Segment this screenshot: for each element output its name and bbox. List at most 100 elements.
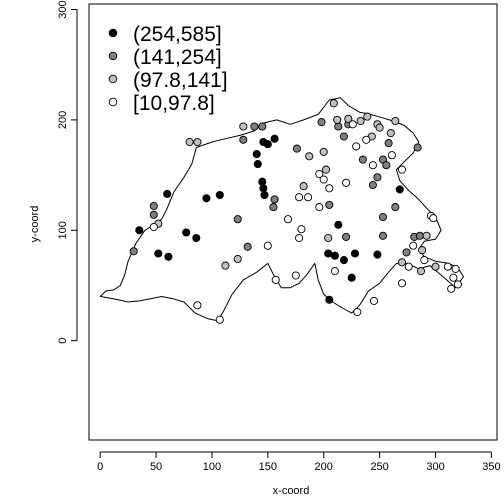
legend-label: [10,97.8]: [133, 92, 215, 115]
data-point-series-4: [420, 256, 429, 265]
data-point-series-1: [164, 252, 173, 261]
data-point-series-4: [443, 262, 452, 271]
data-point-series-2: [269, 203, 278, 212]
data-point-series-2: [382, 161, 391, 170]
data-point-series-4: [449, 273, 458, 282]
data-point-series-4: [193, 301, 202, 310]
y-axis-label: y-coord: [29, 206, 41, 243]
data-point-series-4: [352, 142, 361, 151]
data-point-series-1: [324, 249, 333, 258]
data-point-series-1: [163, 189, 172, 198]
data-point-series-3: [319, 147, 328, 156]
y-tick-label: 0: [57, 338, 69, 344]
data-point-series-3: [333, 115, 342, 124]
data-point-series-1: [252, 150, 261, 159]
data-point-series-2: [325, 200, 334, 209]
data-point-series-4: [397, 165, 407, 174]
legend-label: (141,254]: [133, 46, 222, 69]
legend-label: (97.8,141]: [133, 69, 228, 92]
data-point-series-2: [239, 135, 248, 144]
x-tick-label: 150: [259, 461, 277, 473]
data-point-series-3: [239, 122, 248, 131]
data-point-series-4: [304, 193, 313, 202]
data-point-series-4: [387, 151, 396, 160]
data-point-series-1: [347, 273, 356, 282]
data-point-series-4: [295, 193, 304, 202]
y-tick-label: 100: [57, 221, 69, 239]
x-tick-label: 100: [203, 461, 221, 473]
x-tick-label: 250: [370, 461, 388, 473]
data-point-series-3: [397, 258, 407, 267]
data-point-series-3: [422, 231, 431, 240]
x-tick-label: 300: [426, 461, 444, 473]
data-point-series-4: [368, 161, 377, 170]
data-point-series-1: [258, 177, 267, 186]
data-point-series-4: [404, 262, 413, 271]
data-point-series-4: [353, 307, 362, 317]
data-point-series-1: [154, 249, 163, 258]
data-point-series-3: [356, 116, 365, 126]
data-point-series-3: [321, 165, 331, 174]
data-point-series-2: [149, 210, 158, 219]
legend-marker: [108, 74, 118, 84]
data-point-series-2: [233, 215, 242, 224]
data-point-series-4: [315, 203, 324, 212]
data-point-series-2: [334, 122, 343, 131]
y-tick-label: 200: [57, 111, 69, 129]
data-point-series-2: [391, 203, 400, 212]
data-point-series-4: [149, 222, 158, 232]
data-point-series-3: [363, 112, 372, 121]
data-point-series-2: [378, 212, 388, 222]
data-point-series-2: [250, 122, 259, 131]
data-point-series-2: [342, 232, 351, 241]
data-point-series-4: [283, 215, 293, 224]
data-point-series-4: [295, 233, 304, 243]
data-point-series-3: [193, 137, 202, 147]
x-tick-label: 0: [97, 461, 103, 473]
x-tick-label: 200: [315, 461, 333, 473]
data-point-series-1: [325, 295, 334, 304]
plot-frame: [88, 3, 498, 441]
data-point-series-1: [395, 185, 404, 194]
data-point-series-4: [315, 169, 324, 179]
data-point-series-4: [325, 184, 334, 193]
data-point-series-1: [135, 226, 144, 235]
data-point-series-1: [263, 140, 272, 149]
data-point-series-1: [330, 251, 339, 260]
data-point-series-1: [270, 134, 279, 143]
data-point-series-3: [375, 123, 384, 132]
data-point-series-4: [447, 284, 456, 293]
data-point-series-4: [263, 241, 272, 250]
data-point-series-4: [215, 315, 224, 324]
data-point-series-2: [368, 180, 377, 190]
data-point-series-1: [259, 184, 268, 193]
data-point-series-3: [329, 99, 338, 108]
data-point-series-2: [243, 242, 252, 251]
data-point-series-3: [418, 246, 427, 255]
data-point-series-4: [362, 135, 371, 144]
data-point-series-2: [270, 195, 279, 204]
data-point-series-2: [317, 118, 326, 127]
data-point-series-2: [292, 144, 301, 153]
data-point-series-1: [202, 194, 211, 203]
data-point-series-1: [215, 190, 224, 200]
data-point-series-4: [369, 296, 379, 305]
data-point-series-3: [299, 182, 308, 191]
data-point-series-4: [342, 178, 351, 187]
data-point-series-2: [339, 132, 348, 141]
data-point-series-2: [415, 231, 424, 240]
data-point-series-3: [305, 152, 314, 161]
data-point-series-4: [348, 120, 357, 129]
data-point-series-3: [431, 262, 440, 271]
data-point-series-2: [378, 231, 388, 240]
data-point-series-1: [260, 190, 269, 200]
data-point-series-4: [409, 241, 418, 250]
data-point-series-2: [129, 247, 138, 256]
y-tick-label: 300: [57, 0, 69, 18]
legend: (254,585](141,254](97.8,141][10,97.8]: [108, 23, 228, 115]
data-point-series-3: [233, 254, 242, 264]
x-axis: 0 50 100 150 200 250 300 350: [97, 451, 501, 473]
data-point-series-3: [386, 129, 395, 138]
data-point-series-1: [350, 249, 360, 258]
data-point-series-2: [358, 155, 367, 164]
